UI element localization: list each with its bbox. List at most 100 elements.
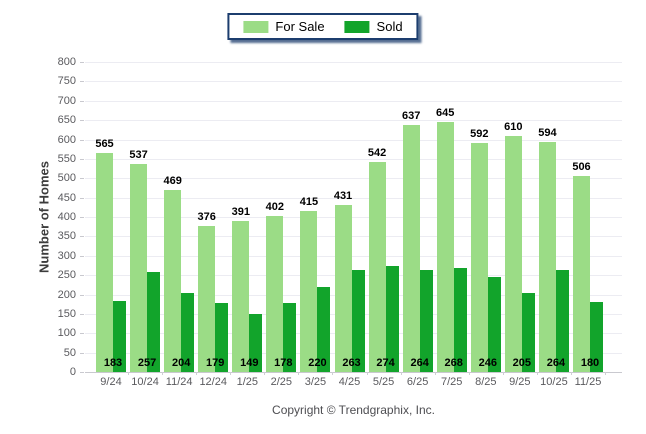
sold-value-label: 204	[171, 357, 191, 369]
sold-value-label: 264	[546, 357, 566, 369]
sold-value-label: 274	[376, 357, 395, 369]
copyright-text: Copyright © Trendgraphix, Inc.	[272, 403, 435, 417]
x-tick-mark	[536, 372, 538, 375]
sold-value-label: 180	[580, 357, 600, 369]
for-sale-value-label: 645	[436, 107, 455, 120]
y-tick-label: 600	[57, 133, 76, 146]
y-tick-label: 650	[57, 114, 76, 127]
for-sale-bar	[436, 122, 454, 372]
y-axis-tick-labels: 0 50 100 150 200 250 300 350 400 450 500 550 600 650 7…	[0, 56, 76, 378]
for-sale-bar	[573, 175, 590, 372]
x-tick-label: 10/25	[540, 376, 568, 388]
gridline	[85, 255, 622, 257]
y-tick-label: 150	[57, 307, 76, 320]
x-tick-label: 3/25	[304, 376, 327, 388]
y-tick-mark	[80, 275, 84, 277]
gridline	[85, 217, 622, 218]
for-sale-value-label: 391	[231, 205, 250, 218]
gridline	[85, 236, 622, 238]
gridline	[85, 62, 622, 63]
x-tick-mark	[298, 372, 300, 375]
y-tick-mark	[80, 178, 84, 180]
for-sale-value-label: 637	[401, 110, 421, 123]
for-sale-bar	[130, 163, 148, 372]
sold-bar	[351, 270, 365, 372]
x-tick-mark	[502, 372, 504, 375]
legend-item-sold: Sold	[344, 19, 403, 34]
for-sale-bar	[164, 190, 182, 372]
sold-value-label: 179	[206, 357, 225, 369]
y-tick-mark	[80, 352, 84, 354]
y-tick-mark	[80, 217, 84, 218]
x-tick-mark	[196, 372, 198, 375]
for-sale-value-label: 537	[129, 148, 148, 161]
y-tick-mark	[80, 100, 84, 102]
sold-value-label: 263	[342, 357, 361, 369]
gridline	[85, 120, 622, 122]
y-tick-mark	[80, 139, 84, 141]
sold-value-label: 246	[478, 357, 497, 369]
y-tick-label: 750	[57, 75, 76, 88]
for-sale-value-label: 469	[163, 175, 182, 188]
for-sale-bar	[538, 141, 556, 372]
y-tick-label: 450	[57, 191, 76, 204]
sold-bar	[385, 265, 399, 372]
x-tick-label: 1/25	[236, 376, 258, 388]
x-tick-mark	[264, 372, 266, 375]
plot-area: 565 183 537 257 469 204 376 179 391 149 402 178 415 2…	[80, 62, 622, 375]
for-sale-bar	[232, 220, 250, 372]
for-sale-value-label: 376	[197, 211, 216, 224]
for-sale-value-label: 565	[95, 138, 114, 151]
y-tick-label: 350	[57, 230, 76, 243]
y-tick-label: 550	[57, 152, 76, 165]
y-tick-mark	[80, 333, 84, 335]
x-tick-label: 12/24	[199, 376, 227, 388]
x-tick-mark	[128, 372, 130, 375]
y-tick-mark	[80, 197, 84, 199]
y-tick-label: 50	[63, 346, 76, 359]
x-tick-label: 2/25	[270, 376, 293, 388]
y-tick-mark	[80, 255, 84, 257]
sold-value-label: 268	[444, 357, 463, 369]
x-tick-label: 10/24	[131, 376, 159, 388]
x-tick-label: 4/25	[338, 376, 361, 388]
y-tick-label: 300	[57, 249, 76, 262]
gridline	[85, 158, 622, 160]
for-sale-color-swatch	[243, 20, 269, 33]
for-sale-value-label: 610	[504, 120, 523, 133]
y-tick-mark	[80, 81, 84, 83]
x-tick-mark	[400, 372, 402, 375]
y-tick-mark	[80, 62, 84, 63]
y-tick-mark	[80, 158, 84, 160]
sold-bar	[215, 302, 229, 372]
for-sale-value-label: 506	[572, 160, 591, 173]
y-tick-label: 700	[57, 94, 76, 107]
x-tick-label: 5/25	[372, 376, 395, 388]
sold-value-label: 149	[240, 357, 259, 369]
x-tick-mark	[468, 372, 470, 375]
for-sale-bar	[266, 216, 284, 372]
x-tick-label: 11/25	[574, 376, 602, 388]
x-axis-tick-labels: 9/24 10/24 11/24 12/24 1/25 2/25 3/25 4/25 5/25 6…	[85, 376, 622, 392]
legend-item-for-sale: For Sale	[243, 19, 325, 34]
for-sale-bar	[96, 153, 113, 372]
x-tick-label: 9/24	[100, 376, 122, 388]
sold-bar	[521, 292, 535, 372]
for-sale-value-label: 431	[333, 190, 353, 202]
x-tick-mark	[162, 372, 164, 375]
sold-color-swatch	[344, 20, 370, 33]
for-sale-value-label: 402	[265, 201, 285, 214]
x-tick-mark	[366, 372, 368, 375]
gridline	[85, 100, 622, 102]
sold-bar	[181, 292, 195, 372]
sold-value-label: 183	[103, 357, 123, 369]
for-sale-bar	[470, 142, 488, 372]
y-tick-label: 500	[57, 172, 76, 185]
sold-value-label: 178	[274, 357, 293, 369]
y-tick-mark	[80, 236, 84, 238]
x-tick-label: 6/25	[406, 376, 429, 388]
y-tick-mark	[80, 120, 84, 122]
for-sale-legend-label: For Sale	[275, 19, 325, 34]
sold-bar	[419, 269, 433, 372]
